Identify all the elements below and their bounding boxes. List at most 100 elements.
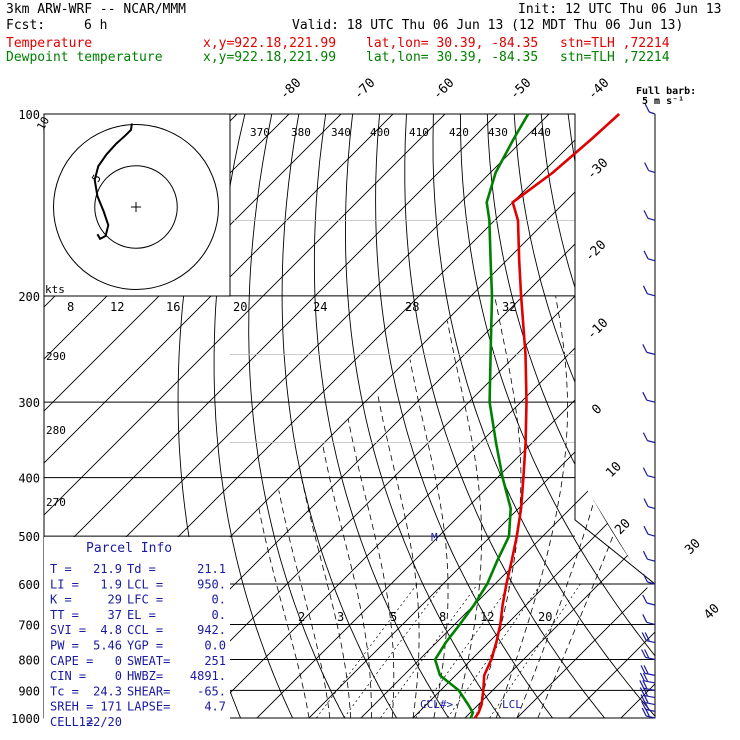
isotherm-right-label: 10 bbox=[603, 459, 625, 481]
isotherm-line bbox=[152, 114, 655, 718]
isotherm-right-label: 30 bbox=[682, 536, 704, 558]
wind-barb bbox=[647, 293, 656, 297]
dry-adiabat-line bbox=[594, 114, 655, 718]
moist-adiabat-line bbox=[447, 320, 482, 718]
dry-adiabat-line bbox=[703, 114, 740, 718]
isotherm-top-label: -60 bbox=[430, 76, 457, 103]
wind-barbs: Full barb:5 m s⁻¹ bbox=[636, 86, 696, 719]
parcel-info-title: Parcel Info bbox=[86, 541, 172, 556]
parcel-info-value: 1.9 bbox=[100, 577, 122, 591]
isotherm-line bbox=[44, 114, 394, 718]
wind-barb-flag bbox=[642, 344, 648, 353]
isotherm-top-label: -40 bbox=[585, 76, 612, 103]
wind-barb bbox=[645, 656, 656, 661]
moist-adiabat-line bbox=[377, 393, 420, 718]
wind-barb-flag bbox=[642, 391, 648, 401]
wind-barb bbox=[648, 169, 656, 174]
parcel-info-key: LAPSE= bbox=[127, 700, 170, 714]
parcel-info-key: EL = bbox=[127, 608, 156, 622]
parcel-info-key: SHEAR= bbox=[127, 684, 170, 698]
wind-barb bbox=[647, 440, 656, 444]
parcel-info-value: 29 bbox=[108, 593, 122, 607]
parcel-info-value: 5.46 bbox=[93, 639, 122, 653]
theta-label: 400 bbox=[370, 126, 390, 139]
dry-adiabat-line bbox=[676, 114, 740, 718]
moist-adiabat-line bbox=[322, 446, 372, 718]
wind-barb-flag bbox=[642, 467, 648, 476]
wind-barb-flag bbox=[644, 632, 650, 641]
parcel-info-value: 0 bbox=[115, 669, 122, 683]
pressure-tick-label: 200 bbox=[18, 290, 40, 304]
wind-barb-flag bbox=[642, 550, 648, 560]
mixing-ratio-label: 5 bbox=[390, 610, 397, 624]
wind-barb-flag bbox=[641, 632, 647, 641]
dry-adiabat-line bbox=[540, 114, 655, 718]
dewpoint-legend-station: stn=TLH ,72214 bbox=[560, 50, 670, 65]
temperature-legend-station: stn=TLH ,72214 bbox=[560, 36, 670, 51]
isotherm-top-label: -70 bbox=[351, 76, 378, 103]
wind-barb-flag bbox=[643, 250, 649, 260]
dewpoint-legend-xy: x,y=922.18,221.99 bbox=[203, 50, 337, 65]
pressure-tick-label: 100 bbox=[18, 108, 40, 122]
dry-adiabat-line bbox=[432, 114, 655, 718]
parcel-info-value: 4.8 bbox=[100, 623, 122, 637]
hodograph-trace bbox=[93, 123, 133, 241]
pressure-tick-label: 600 bbox=[18, 578, 40, 592]
isotherm-line bbox=[464, 114, 655, 718]
isotherm-top-label: -50 bbox=[507, 76, 534, 103]
wind-barb bbox=[647, 533, 656, 537]
wind-barb bbox=[647, 217, 656, 221]
m-marker: M bbox=[431, 531, 438, 544]
wind-barb-flag bbox=[644, 649, 650, 658]
parcel-info-panel: Parcel Info T = 21.9 Td = 21.1 LI = 1.9 LCL = 95… bbox=[44, 537, 230, 729]
theta-label: 430 bbox=[488, 126, 508, 139]
ccl-marker: CCL#> bbox=[420, 698, 453, 711]
isotherm-right-label: -10 bbox=[584, 316, 611, 343]
pressure-tick-label: 1000 bbox=[11, 712, 40, 726]
wind-barb-flag bbox=[641, 707, 647, 717]
sounding-profiles bbox=[433, 113, 621, 719]
mixing-ratio-label: 28 bbox=[405, 300, 419, 314]
wind-barb bbox=[644, 694, 656, 699]
parcel-info-key: CIN = bbox=[50, 669, 86, 683]
wind-barb bbox=[644, 701, 656, 706]
parcel-info-value: 21.9 bbox=[93, 562, 122, 576]
pressure-tick-label: 500 bbox=[18, 530, 40, 544]
isotherm-line bbox=[360, 114, 655, 718]
isotherm-right-label: -30 bbox=[584, 156, 611, 183]
isotherm-right-label: 20 bbox=[612, 516, 634, 538]
pressure-tick-label: 700 bbox=[18, 618, 40, 632]
wind-barb-flag bbox=[641, 649, 647, 658]
temperature-profile bbox=[473, 113, 621, 719]
dry-adiabat-line bbox=[567, 114, 655, 718]
moist-adiabat-line bbox=[299, 467, 351, 718]
mixing-ratio-line bbox=[316, 583, 418, 718]
parcel-info-key: SWEAT= bbox=[127, 654, 170, 668]
wind-barb bbox=[644, 672, 656, 676]
parcel-info-value: 4.7 bbox=[204, 700, 226, 714]
isotherm-line bbox=[256, 114, 655, 718]
dry-adiabat-line bbox=[648, 114, 655, 718]
mixing-ratio-label: 20 bbox=[233, 300, 247, 314]
dry-adiabat-line bbox=[513, 114, 655, 718]
wind-barb bbox=[646, 639, 656, 644]
moist-adiabat-line bbox=[258, 508, 310, 718]
wind-barb-flag bbox=[642, 594, 648, 604]
pressure-tick-label: 800 bbox=[18, 653, 40, 667]
mixing-ratio-label: 2 bbox=[298, 610, 305, 624]
hodograph-ring-label: 10 bbox=[34, 115, 52, 133]
wind-barb bbox=[647, 581, 656, 585]
wind-barb bbox=[646, 621, 656, 626]
moist-adiabats bbox=[258, 295, 655, 718]
isotherm-line bbox=[44, 114, 498, 718]
theta-label: 340 bbox=[331, 126, 351, 139]
wind-barb bbox=[646, 351, 656, 355]
parcel-info-key: YGP = bbox=[127, 639, 163, 653]
wind-barb-flag bbox=[642, 432, 648, 441]
parcel-info-key: CCL = bbox=[127, 623, 163, 637]
dry-adiabat-line bbox=[621, 114, 655, 718]
moist-adiabat-line bbox=[537, 295, 655, 718]
parcel-info-value: 0.0 bbox=[204, 639, 226, 653]
wind-barb-flag bbox=[639, 672, 645, 682]
